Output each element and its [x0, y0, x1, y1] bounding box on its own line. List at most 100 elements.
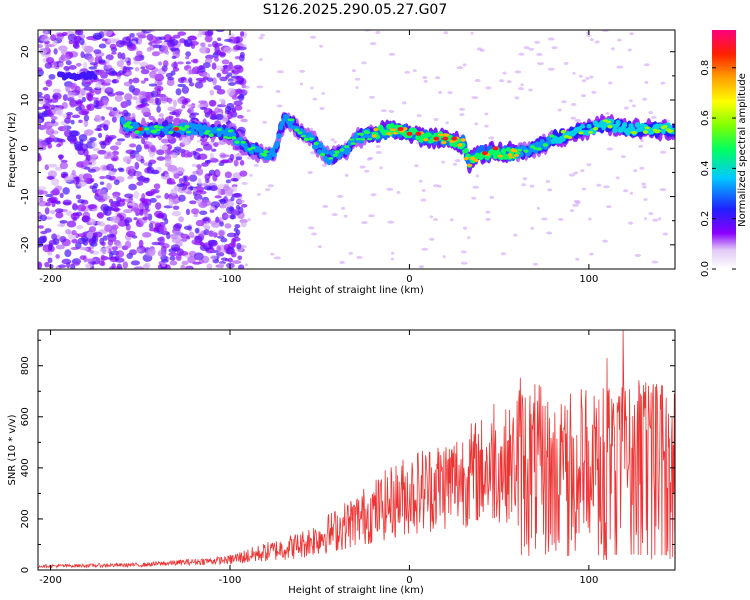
ridge-mark: [631, 131, 637, 135]
noise-speck: [59, 235, 67, 243]
noise-speck: [160, 173, 166, 177]
noise-speck: [75, 176, 80, 185]
noise-speck: [133, 266, 144, 269]
noise-speck: [181, 99, 189, 106]
noise-speck: [502, 71, 507, 75]
noise-speck: [85, 263, 93, 269]
ridge-mark: [542, 143, 549, 147]
noise-speck: [212, 40, 219, 48]
noise-speck: [226, 102, 235, 110]
noise-speck: [140, 158, 145, 164]
noise-speck: [319, 44, 324, 48]
noise-speck: [240, 221, 247, 228]
noise-speck: [60, 159, 68, 163]
noise-speck: [662, 232, 669, 236]
noise-speck: [199, 46, 209, 54]
noise-speck: [172, 66, 180, 72]
noise-speck: [148, 222, 154, 229]
noise-speck: [46, 175, 55, 180]
noise-speck: [188, 82, 195, 87]
noise-speck: [168, 115, 174, 120]
noise-speck: [642, 97, 648, 101]
noise-speck: [164, 192, 170, 200]
ridge-mark: [208, 133, 214, 138]
noise-speck: [65, 60, 72, 66]
noise-speck: [236, 199, 245, 204]
noise-speck: [198, 79, 207, 83]
noise-speck: [574, 118, 582, 122]
ridge-mark: [198, 129, 205, 137]
ridge-mark: [289, 118, 295, 121]
noise-speck: [101, 85, 106, 91]
ridge-peak: [481, 151, 488, 156]
noise-speck: [89, 250, 94, 254]
noise-speck: [162, 60, 169, 67]
noise-speck: [75, 62, 82, 67]
noise-speck: [262, 120, 267, 124]
colorbar-tick-label: 0.4: [700, 160, 711, 176]
ridge-peak: [492, 146, 499, 151]
noise-speck: [185, 208, 191, 216]
noise-speck: [125, 230, 136, 238]
noise-speck: [198, 30, 203, 36]
noise-speck: [208, 109, 213, 114]
noise-speck: [169, 39, 179, 46]
noise-speck: [270, 252, 275, 256]
ridge-mark: [605, 120, 612, 124]
noise-speck: [225, 179, 231, 184]
ridge-mark: [297, 131, 303, 135]
noise-speck: [127, 205, 132, 209]
ridge-mark: [250, 146, 256, 150]
noise-speck: [156, 149, 165, 156]
noise-speck: [123, 217, 133, 224]
noise-speck: [100, 254, 106, 262]
noise-speck: [87, 168, 97, 173]
noise-speck: [127, 168, 137, 177]
noise-speck: [104, 65, 111, 70]
noise-speck: [116, 138, 126, 142]
noise-speck: [369, 95, 375, 99]
noise-speck: [166, 181, 177, 185]
ridge-mark: [234, 140, 240, 144]
noise-speck: [616, 176, 620, 180]
noise-speck: [206, 263, 213, 269]
noise-speck: [213, 56, 219, 62]
noise-speck: [194, 81, 204, 89]
ridge-mark: [168, 123, 174, 128]
ridge-mark: [507, 153, 513, 157]
snr-xtick-label: 0: [406, 575, 412, 586]
noise-speck: [47, 163, 58, 168]
noise-speck: [83, 166, 91, 170]
noise-speck: [256, 192, 261, 196]
noise-speck: [220, 237, 228, 243]
noise-speck: [97, 149, 107, 155]
ridge-mark: [248, 149, 255, 155]
noise-speck: [48, 110, 53, 116]
noise-speck: [115, 266, 123, 269]
noise-speck: [648, 111, 654, 115]
noise-speck: [386, 187, 394, 191]
noise-speck: [66, 111, 73, 116]
noise-speck: [104, 87, 113, 93]
ridge-mark: [592, 126, 599, 131]
noise-speck: [156, 156, 166, 161]
ridge-mark: [662, 124, 668, 129]
noise-speck: [447, 91, 453, 95]
noise-speck: [462, 63, 467, 67]
noise-speck: [235, 204, 241, 210]
noise-speck: [234, 55, 241, 60]
noise-speck: [484, 124, 489, 128]
noise-speck: [50, 34, 56, 42]
ridge-peak: [397, 126, 404, 131]
ridge-mark: [578, 131, 584, 135]
noise-speck: [161, 243, 170, 249]
noise-speck: [387, 220, 395, 224]
noise-speck: [52, 88, 62, 93]
noise-speck: [78, 119, 83, 123]
ridge-mark: [392, 131, 398, 135]
noise-speck: [581, 79, 587, 83]
noise-speck: [148, 150, 156, 158]
noise-speck: [67, 33, 77, 42]
noise-speck: [57, 108, 64, 116]
noise-speck: [59, 162, 69, 170]
